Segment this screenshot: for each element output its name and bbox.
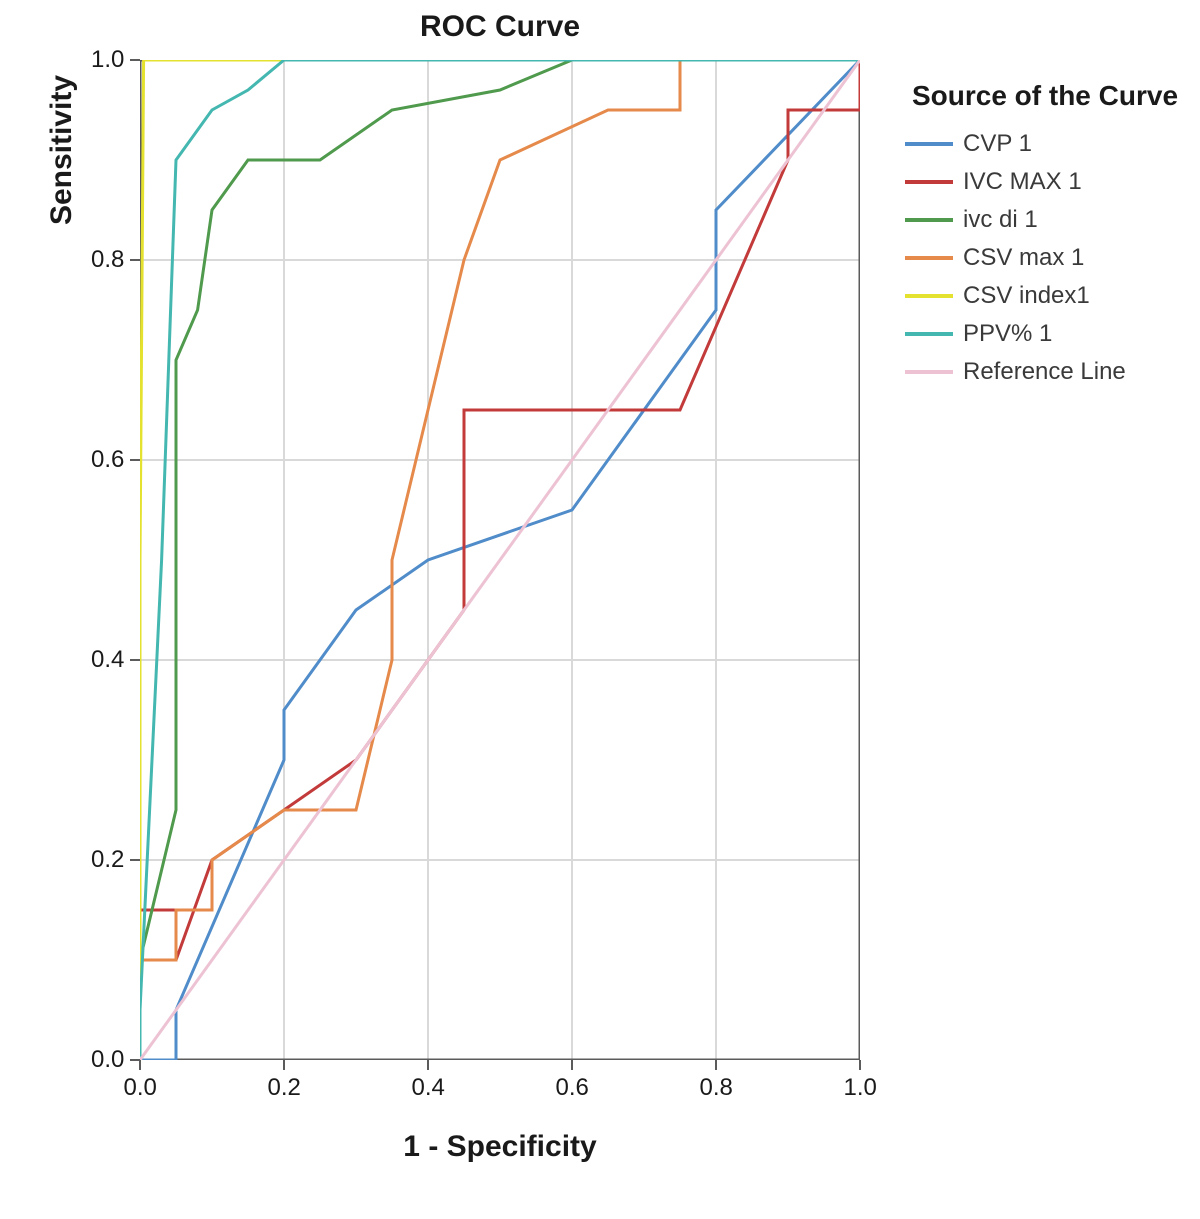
legend-item: CSV max 1 [905,244,1185,272]
legend-swatch [905,218,953,222]
x-tick [427,1060,429,1070]
y-tick [130,659,140,661]
legend-label: IVC MAX 1 [963,168,1082,196]
legend-swatch [905,256,953,260]
y-tick [130,859,140,861]
x-tick [571,1060,573,1070]
x-axis-label: 1 - Specificity [140,1130,860,1164]
tick-label: 0.6 [91,446,124,474]
legend-swatch [905,294,953,298]
x-tick [859,1060,861,1070]
legend-item: PPV% 1 [905,320,1185,348]
roc-chart-figure: ROC Curve 1 - Specificity Sensitivity So… [0,0,1200,1219]
legend-label: CSV max 1 [963,244,1084,272]
tick-label: 0.2 [268,1074,301,1102]
legend-swatch [905,142,953,146]
x-tick [715,1060,717,1070]
tick-label: 0.8 [91,246,124,274]
tick-label: 0.8 [700,1074,733,1102]
y-axis-label: Sensitivity [45,0,79,650]
legend-label: ivc di 1 [963,206,1038,234]
plot-svg [140,60,860,1060]
legend-items: CVP 1 IVC MAX 1 ivc di 1 CSV max 1 CSV index… [905,130,1185,386]
y-tick [130,259,140,261]
tick-label: 0.4 [91,646,124,674]
legend-item: Reference Line [905,358,1185,386]
legend-item: IVC MAX 1 [905,168,1185,196]
tick-label: 1.0 [91,46,124,74]
legend-title: Source of the Curve [905,80,1185,112]
tick-label: 0.0 [91,1046,124,1074]
legend-item: CSV index1 [905,282,1185,310]
legend-item: ivc di 1 [905,206,1185,234]
tick-label: 1.0 [844,1074,877,1102]
y-tick [130,59,140,61]
tick-label: 0.4 [412,1074,445,1102]
y-tick [130,459,140,461]
tick-label: 0.2 [91,846,124,874]
legend-label: CSV index1 [963,282,1090,310]
legend-swatch [905,370,953,374]
legend-item: CVP 1 [905,130,1185,158]
legend: Source of the Curve CVP 1 IVC MAX 1 ivc di… [905,80,1185,396]
tick-label: 0.6 [556,1074,589,1102]
legend-swatch [905,332,953,336]
legend-label: CVP 1 [963,130,1032,158]
legend-label: Reference Line [963,358,1126,386]
legend-label: PPV% 1 [963,320,1052,348]
legend-swatch [905,180,953,184]
chart-title: ROC Curve [140,10,860,44]
tick-label: 0.0 [124,1074,157,1102]
x-tick [283,1060,285,1070]
plot-area [140,60,860,1060]
x-tick [139,1060,141,1070]
y-tick [130,1059,140,1061]
